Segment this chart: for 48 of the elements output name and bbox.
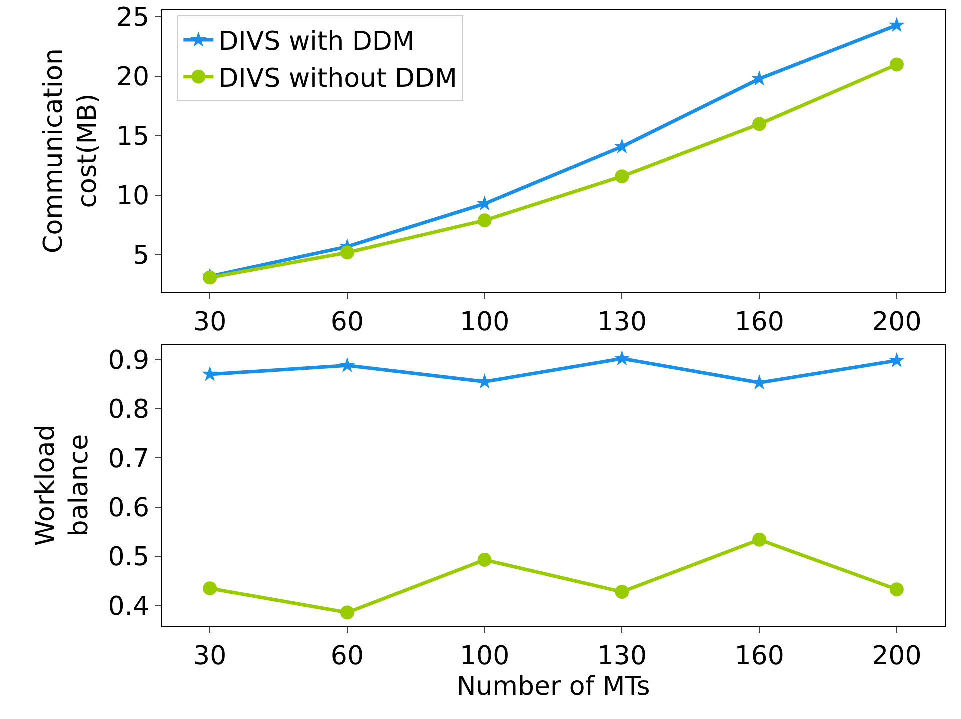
point bbox=[888, 352, 905, 368]
point bbox=[203, 582, 218, 596]
x-tick-label: 60 bbox=[330, 307, 364, 338]
point bbox=[203, 270, 218, 285]
point bbox=[478, 553, 492, 568]
y-tick-label: 0.9 bbox=[108, 346, 150, 376]
legend-label: DIVS with DDM bbox=[218, 27, 415, 58]
x-axis-title: Number of MTs bbox=[456, 672, 650, 702]
y-tick-label: 25 bbox=[116, 3, 150, 34]
x-tick-label: 160 bbox=[734, 307, 784, 338]
y-tick-label: 15 bbox=[116, 122, 150, 152]
point bbox=[752, 374, 768, 390]
point bbox=[614, 138, 630, 154]
point bbox=[890, 58, 904, 72]
y-tick-label: 10 bbox=[116, 182, 150, 212]
x-tick-label: 130 bbox=[597, 641, 647, 672]
x-tick-label: 100 bbox=[460, 307, 510, 338]
legend-label: DIVS without DDM bbox=[218, 64, 458, 94]
y-axis-title: Communication cost(MB) bbox=[39, 48, 104, 254]
y-axis-title: Workload balance bbox=[30, 424, 95, 546]
point bbox=[615, 170, 630, 184]
y-tick-label: 0.6 bbox=[108, 494, 150, 524]
point bbox=[339, 357, 356, 372]
point bbox=[752, 117, 767, 132]
point bbox=[202, 366, 218, 382]
point bbox=[476, 374, 493, 389]
point bbox=[615, 585, 630, 600]
x-tick-label: 30 bbox=[194, 641, 227, 672]
point bbox=[890, 582, 904, 597]
x-tick-label: 160 bbox=[734, 641, 784, 672]
y-tick-label: 5 bbox=[133, 241, 150, 272]
y-tick-label: 0.5 bbox=[108, 542, 150, 573]
point bbox=[752, 532, 767, 547]
point bbox=[614, 350, 630, 366]
x-tick-label: 60 bbox=[330, 641, 364, 672]
y-tick-label: 0.4 bbox=[108, 592, 150, 622]
x-tick-label: 130 bbox=[597, 307, 647, 338]
x-tick-label: 200 bbox=[872, 641, 922, 672]
y-tick-label: 0.7 bbox=[108, 444, 150, 474]
y-tick-label: 0.8 bbox=[108, 395, 150, 426]
x-tick-label: 30 bbox=[194, 307, 227, 338]
point bbox=[478, 214, 492, 228]
x-tick-label: 100 bbox=[460, 641, 510, 672]
point bbox=[340, 246, 354, 260]
point bbox=[888, 17, 905, 32]
y-tick-label: 20 bbox=[116, 62, 150, 93]
x-tick-label: 200 bbox=[872, 307, 922, 338]
point bbox=[340, 606, 354, 620]
